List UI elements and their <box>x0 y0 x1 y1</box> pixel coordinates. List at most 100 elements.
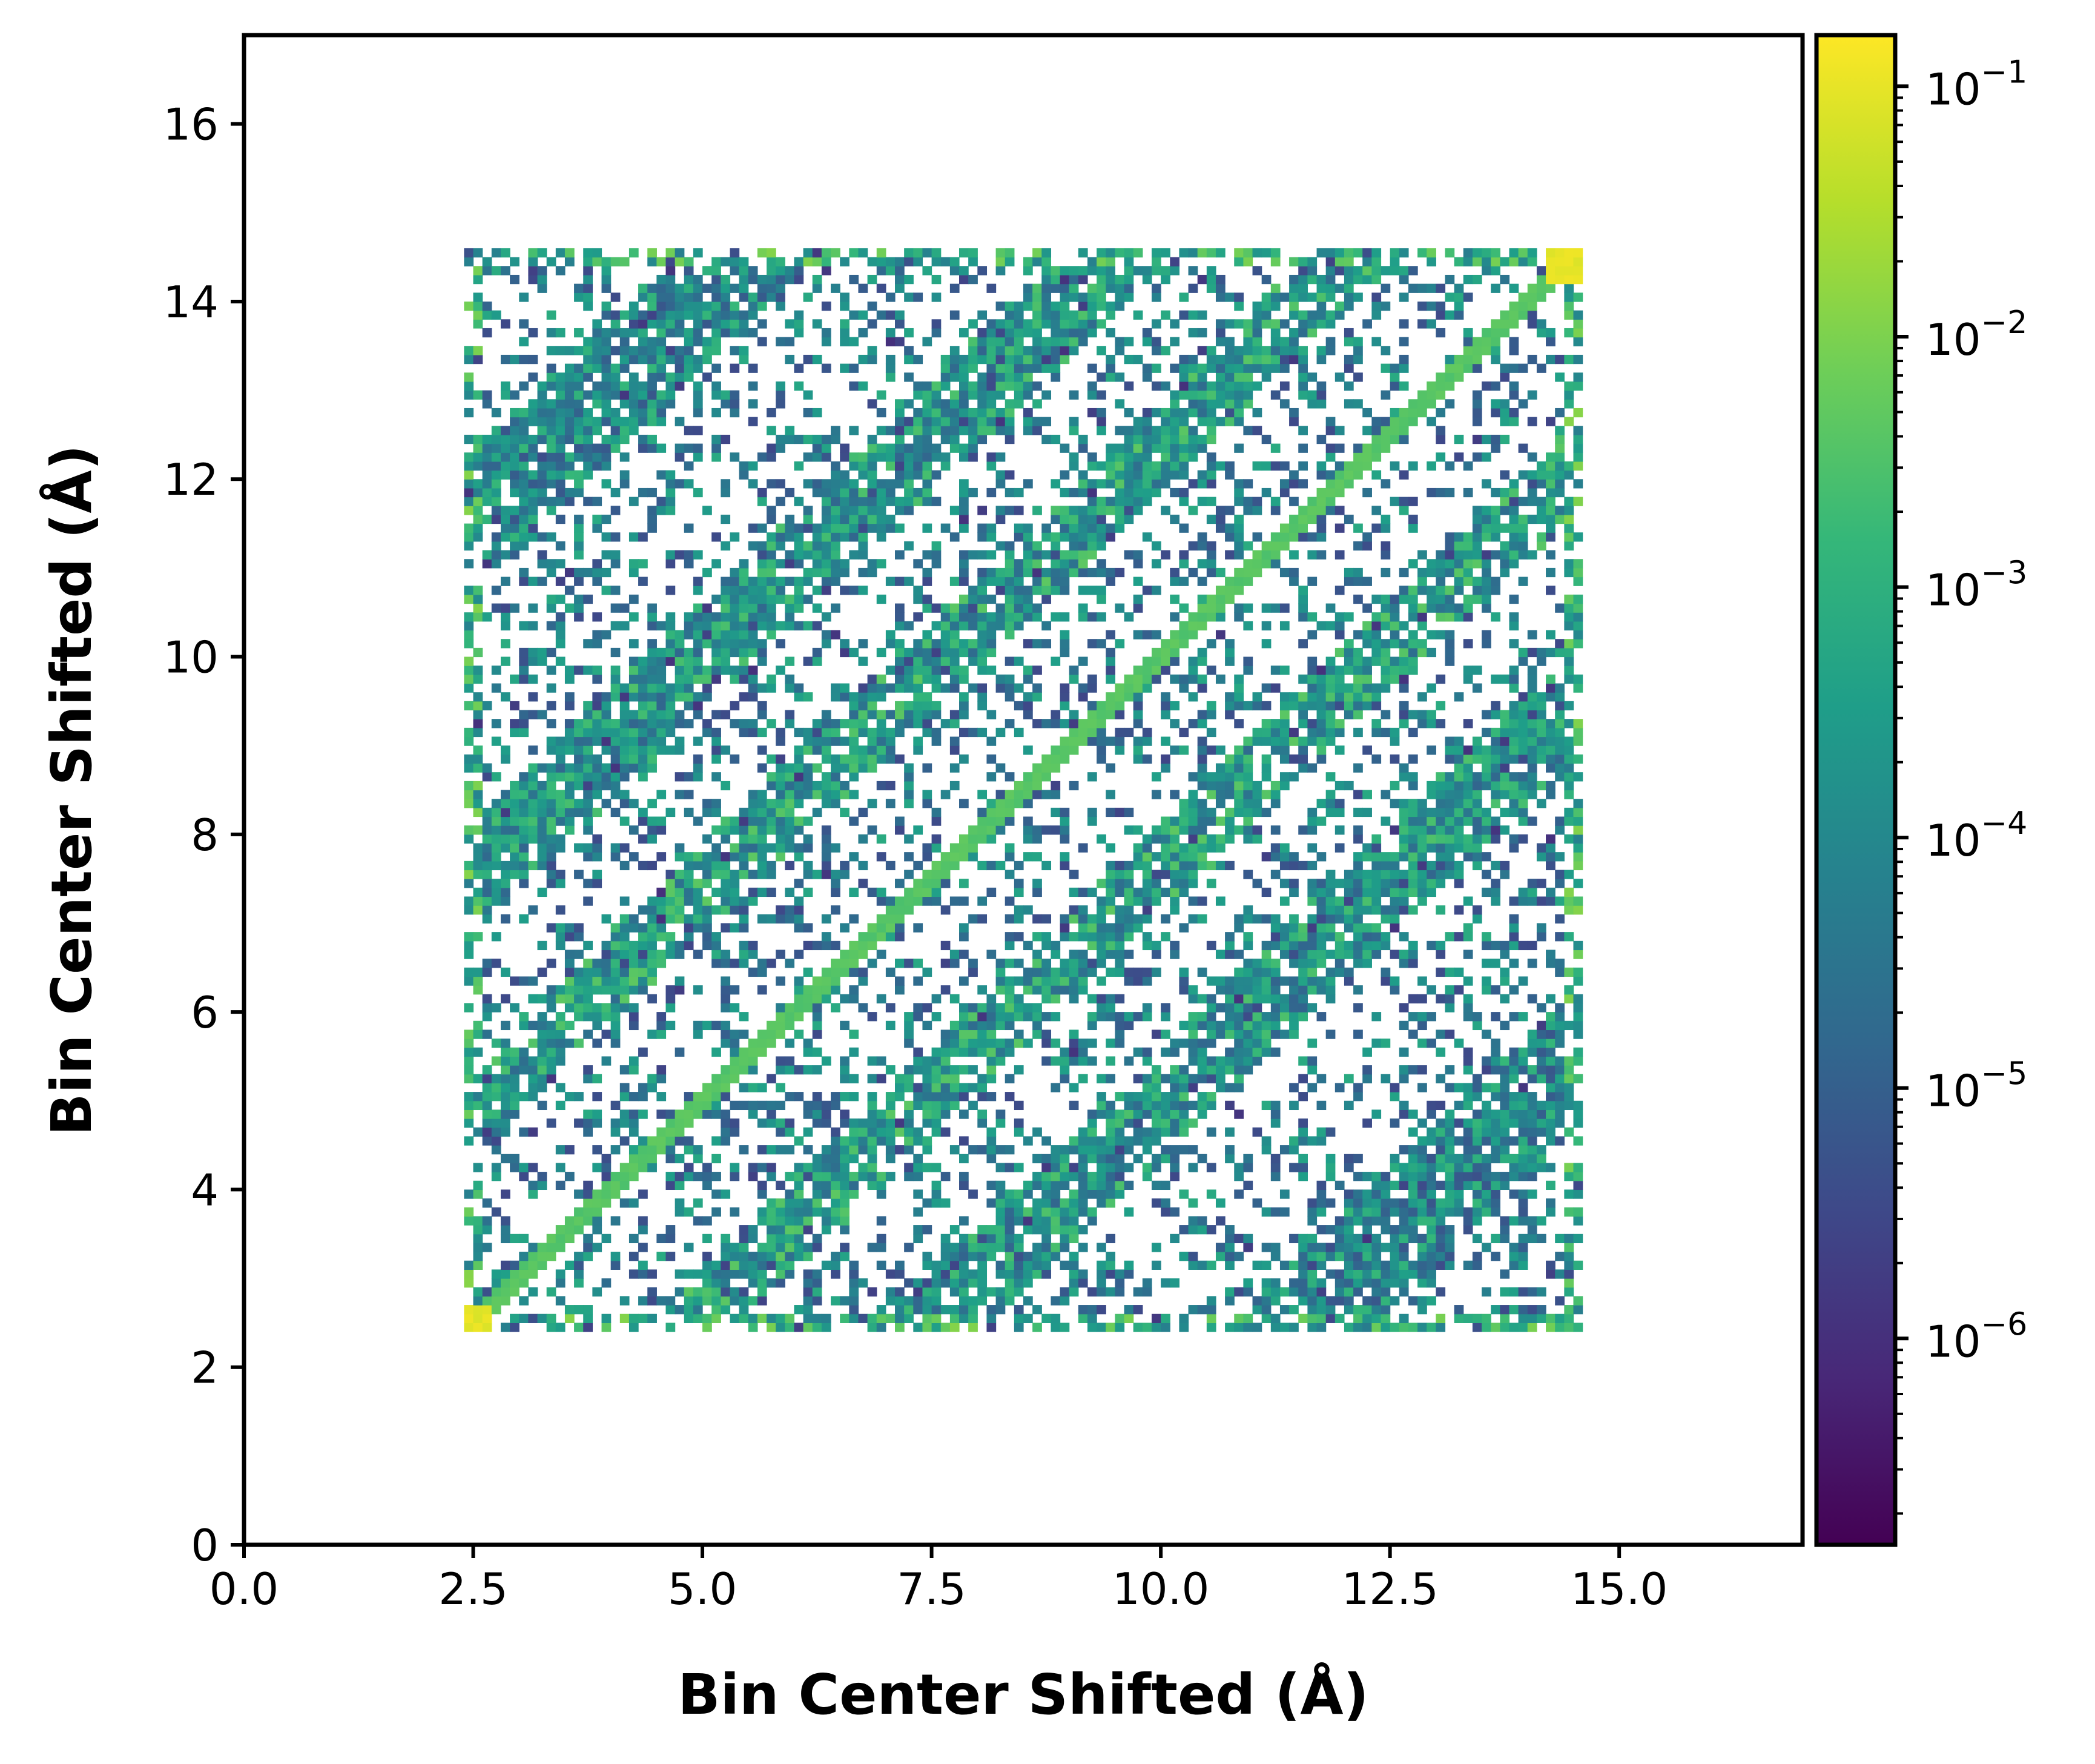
heatmap-cell <box>858 950 868 959</box>
heatmap-cell <box>949 745 960 755</box>
heatmap-cell <box>1106 692 1116 702</box>
heatmap-cell <box>767 408 776 418</box>
heatmap-cell <box>1051 1296 1061 1306</box>
heatmap-cell <box>464 701 474 711</box>
heatmap-cell <box>1115 479 1125 489</box>
heatmap-cell <box>1161 1154 1170 1164</box>
heatmap-cell <box>711 1207 721 1217</box>
heatmap-cell <box>730 754 740 764</box>
heatmap-cell <box>812 1020 822 1031</box>
heatmap-cell <box>528 372 538 382</box>
heatmap-cell <box>482 914 492 924</box>
heatmap-cell <box>1060 1234 1070 1243</box>
heatmap-cell <box>592 497 602 506</box>
heatmap-cell <box>1115 923 1125 933</box>
heatmap-cell <box>711 1047 721 1057</box>
heatmap-cell <box>619 381 630 391</box>
heatmap-cell <box>1133 976 1143 986</box>
heatmap-cell <box>491 1003 501 1012</box>
heatmap-cell <box>748 417 758 426</box>
heatmap-cell <box>794 852 804 862</box>
heatmap-cell <box>519 292 529 302</box>
heatmap-cell <box>931 292 942 302</box>
heatmap-cell <box>1051 763 1061 773</box>
heatmap-cell <box>922 967 932 977</box>
heatmap-cell <box>949 1252 960 1261</box>
heatmap-cell <box>995 1260 1006 1270</box>
heatmap-cell <box>1078 248 1088 258</box>
heatmap-cell <box>693 674 703 684</box>
heatmap-cell <box>628 852 639 862</box>
heatmap-cell <box>1124 248 1134 258</box>
heatmap-cell <box>1133 852 1143 862</box>
heatmap-cell <box>1087 736 1097 746</box>
heatmap-cell <box>821 514 831 524</box>
heatmap-cell <box>1097 292 1106 302</box>
heatmap-cell <box>1005 1145 1015 1155</box>
heatmap-cell <box>739 692 749 702</box>
heatmap-cell <box>986 994 997 1004</box>
heatmap-cell <box>1151 1074 1161 1084</box>
heatmap-cell <box>1097 266 1106 276</box>
heatmap-cell <box>592 443 602 453</box>
heatmap-cell <box>1060 1296 1070 1306</box>
heatmap-cell <box>1197 541 1207 551</box>
heatmap-cell <box>510 487 520 498</box>
heatmap-cell <box>482 852 492 862</box>
heatmap-cell <box>1041 1198 1052 1208</box>
heatmap-cell <box>776 576 785 586</box>
heatmap-cell <box>574 994 584 1004</box>
heatmap-cell <box>519 514 529 524</box>
heatmap-cell <box>1060 470 1070 480</box>
heatmap-cell <box>555 514 566 524</box>
heatmap-cell <box>500 470 510 480</box>
heatmap-cell <box>931 1056 942 1066</box>
heatmap-cell <box>482 1296 492 1306</box>
heatmap-cell <box>656 896 667 906</box>
heatmap-cell <box>931 1198 942 1208</box>
heatmap-cell <box>574 807 584 818</box>
heatmap-cell <box>482 1136 492 1146</box>
heatmap-cell <box>610 1180 621 1191</box>
heatmap-cell <box>721 710 731 719</box>
heatmap-cell <box>1060 567 1070 578</box>
heatmap-cell <box>895 1092 905 1102</box>
heatmap-cell <box>1179 745 1189 755</box>
heatmap-cell <box>794 905 804 915</box>
heatmap-cell <box>1124 1118 1134 1128</box>
heatmap-cell <box>831 727 840 738</box>
heatmap-cell <box>684 1136 694 1146</box>
heatmap-cell <box>959 647 969 658</box>
heatmap-cell <box>831 772 840 782</box>
heatmap-cell <box>1032 1029 1042 1039</box>
heatmap-cell <box>1051 1012 1061 1022</box>
heatmap-cell <box>528 1313 538 1323</box>
heatmap-cell <box>656 950 667 959</box>
heatmap-cell <box>638 390 648 400</box>
heatmap-cell <box>767 843 776 853</box>
heatmap-cell <box>638 337 648 346</box>
heatmap-cell <box>564 692 575 702</box>
heatmap-cell <box>656 932 667 942</box>
heatmap-cell <box>776 434 785 444</box>
heatmap-cell <box>610 719 621 728</box>
heatmap-cell <box>1142 879 1152 888</box>
heatmap-cell <box>656 674 667 684</box>
heatmap-cell <box>767 887 776 897</box>
heatmap-cell <box>555 1323 566 1332</box>
heatmap-cell <box>528 1020 538 1031</box>
heatmap-cell <box>1032 337 1042 346</box>
heatmap-cell <box>638 1092 648 1102</box>
heatmap-cell <box>510 1154 520 1164</box>
heatmap-cell <box>895 985 905 995</box>
heatmap-cell <box>1087 1127 1097 1137</box>
heatmap-cell <box>1078 1127 1088 1137</box>
heatmap-cell <box>721 896 731 906</box>
heatmap-cell <box>931 807 942 818</box>
heatmap-cell <box>684 257 694 266</box>
heatmap-cell <box>977 594 988 604</box>
heatmap-cell <box>821 932 831 942</box>
heatmap-cell <box>767 1198 776 1208</box>
heatmap-cell <box>730 843 740 853</box>
heatmap-cell <box>794 976 804 986</box>
